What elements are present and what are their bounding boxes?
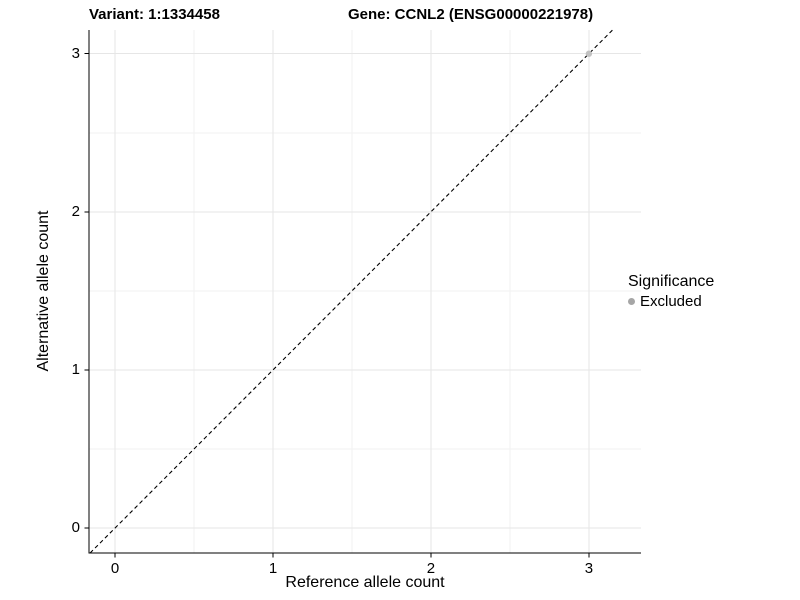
x-tick-label: 0	[110, 560, 120, 577]
x-tick-label: 2	[426, 560, 436, 577]
identity-line	[89, 29, 613, 554]
legend-entry-label: Excluded	[640, 293, 702, 310]
y-axis-title: Alternative allele count	[35, 210, 52, 372]
legend-key-dot-icon	[628, 298, 635, 305]
gene-title: Gene: CCNL2 (ENSG00000221978)	[348, 6, 594, 23]
y-tick-label: 0	[71, 519, 80, 537]
x-tick-label: 3	[584, 560, 594, 577]
y-tick-label: 3	[71, 44, 80, 62]
x-axis-title: Reference allele count	[285, 574, 445, 591]
legend: Significance Excluded	[628, 272, 714, 310]
legend-title: Significance	[628, 273, 715, 290]
y-tick-label: 2	[71, 202, 80, 220]
legend-entry-excluded: Excluded	[628, 293, 714, 310]
data-point-excluded	[585, 50, 593, 57]
x-tick-label: 1	[268, 560, 278, 577]
y-tick-label: 1	[71, 360, 80, 378]
variant-title: Variant: 1:1334458	[89, 6, 220, 23]
